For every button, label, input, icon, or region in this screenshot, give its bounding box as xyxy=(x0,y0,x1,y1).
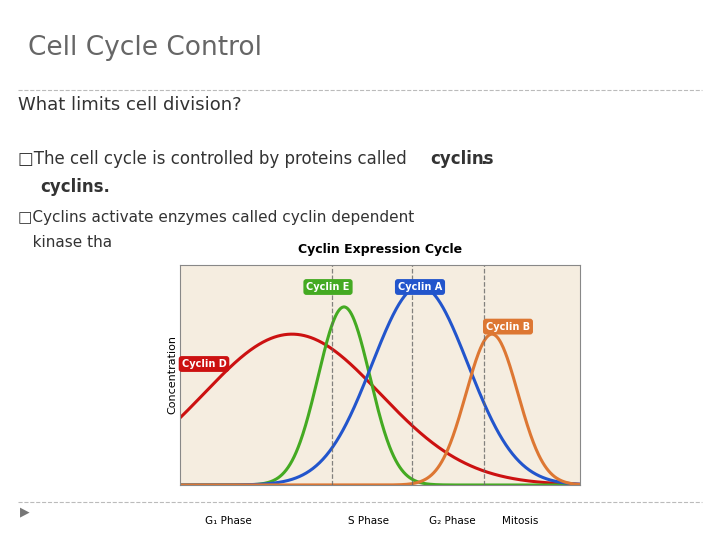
Text: Cyclin E: Cyclin E xyxy=(306,282,350,292)
Text: Cyclin B: Cyclin B xyxy=(486,322,530,332)
Text: cyclins.: cyclins. xyxy=(40,178,110,196)
Y-axis label: Concentration: Concentration xyxy=(167,335,177,415)
Text: Cyclin Expression Cycle: Cyclin Expression Cycle xyxy=(298,244,462,256)
Text: Cell Cycle Control: Cell Cycle Control xyxy=(28,35,262,61)
Text: □The cell cycle is controlled by proteins called: □The cell cycle is controlled by protein… xyxy=(18,150,412,168)
Text: What limits cell division?: What limits cell division? xyxy=(18,96,242,114)
Text: Mitosis: Mitosis xyxy=(502,516,538,526)
Text: .: . xyxy=(480,150,487,168)
Text: G₂ Phase: G₂ Phase xyxy=(428,516,475,526)
Text: Cyclin D: Cyclin D xyxy=(181,359,226,369)
Text: S Phase: S Phase xyxy=(348,516,389,526)
Text: kinase tha: kinase tha xyxy=(18,235,112,250)
Text: Cyclin A: Cyclin A xyxy=(398,282,442,292)
Text: ▶: ▶ xyxy=(20,505,30,518)
Text: cyclins: cyclins xyxy=(430,150,493,168)
Text: □Cyclins activate enzymes called cyclin dependent: □Cyclins activate enzymes called cyclin … xyxy=(18,210,414,225)
Text: G₁ Phase: G₁ Phase xyxy=(204,516,251,526)
